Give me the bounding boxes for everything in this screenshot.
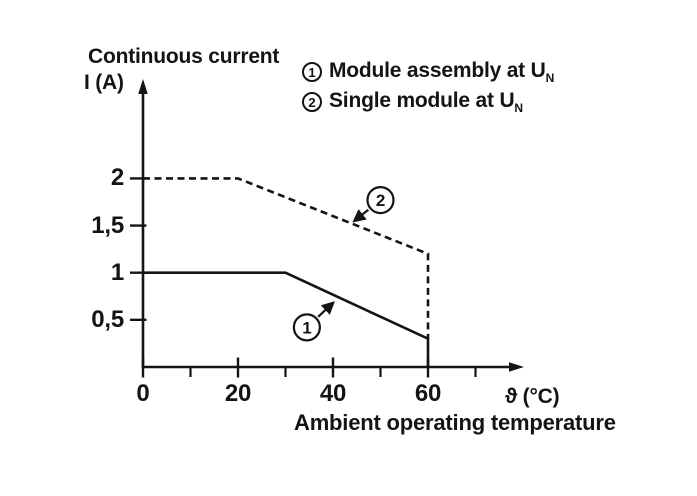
legend-label-subscript-1: N bbox=[545, 71, 555, 86]
legend-item-1: 1 Module assembly at UN bbox=[302, 58, 555, 86]
x-tick-label-40: 40 bbox=[319, 380, 347, 407]
annotation-number-1: 1 bbox=[302, 318, 311, 337]
legend-circle-1-icon: 1 bbox=[302, 62, 322, 82]
x-axis-unit-label: ϑ (°C) bbox=[505, 385, 560, 408]
annotation-number-2: 2 bbox=[376, 191, 385, 210]
legend-label-2: Single module at UN bbox=[329, 88, 523, 116]
annotation-circle-1 bbox=[292, 313, 321, 342]
x-tick-label-60: 60 bbox=[414, 380, 442, 407]
legend-label-1: Module assembly at UN bbox=[329, 58, 555, 86]
annotation-arrow-1 bbox=[317, 301, 335, 318]
x-tick-label-0: 0 bbox=[136, 380, 150, 407]
y-tick-label-0,5: 0,5 bbox=[91, 305, 124, 333]
legend-label-subscript-2: N bbox=[514, 101, 523, 116]
series-2-line bbox=[143, 177, 430, 339]
y-tick-label-1: 1 bbox=[110, 258, 124, 286]
series-1-line bbox=[143, 271, 430, 367]
y-tick-label-2: 2 bbox=[110, 164, 124, 192]
y-axis-arrowhead bbox=[138, 79, 148, 94]
y-tick-label-1,5: 1,5 bbox=[91, 211, 124, 239]
chart-legend: 1 Module assembly at UN 2 Single module at … bbox=[302, 58, 555, 122]
legend-circle-2-icon: 2 bbox=[302, 92, 322, 112]
annotation-circle-2 bbox=[366, 185, 395, 215]
x-axis-caption: Ambient operating temperature bbox=[294, 410, 616, 435]
x-axis-arrowhead bbox=[509, 362, 524, 372]
legend-item-2: 2 Single module at UN bbox=[302, 88, 554, 116]
annotation-arrow-2 bbox=[352, 208, 370, 223]
y-axis-unit-label: I (A) bbox=[84, 71, 124, 94]
y-axis-title: Continuous current bbox=[88, 45, 280, 68]
x-tick-label-20: 20 bbox=[224, 380, 252, 407]
